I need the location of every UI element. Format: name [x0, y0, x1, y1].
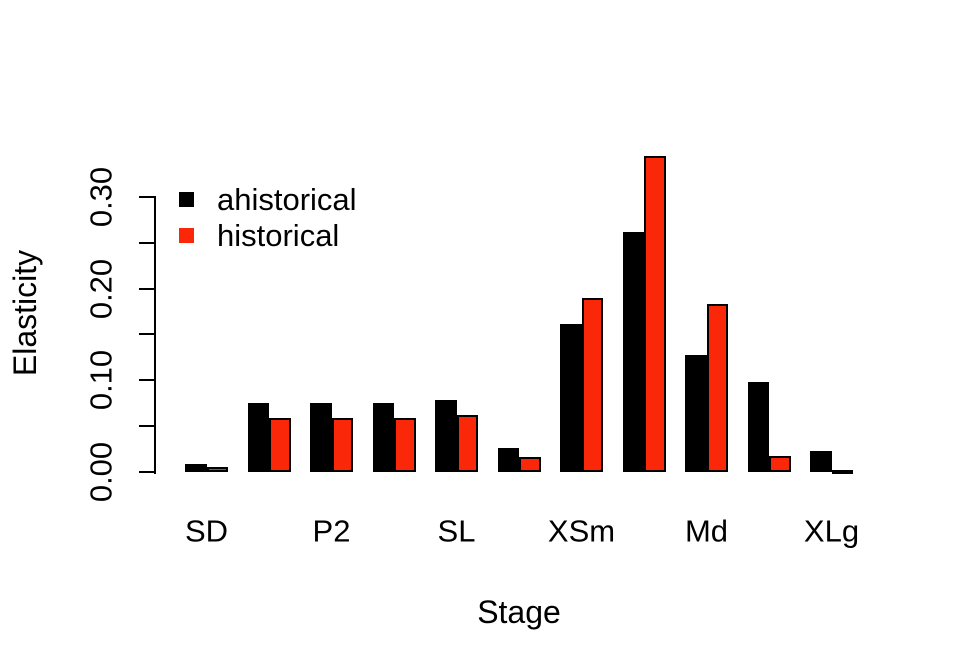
y-tick-label: 0.30 [83, 166, 119, 228]
legend-item-ahistorical: ahistorical [179, 181, 357, 217]
bar-ahistorical-XSm [560, 324, 582, 472]
y-tick-label: 0.10 [83, 350, 119, 411]
legend-label-ahistorical: ahistorical [217, 181, 357, 217]
bar-historical-SD [206, 467, 228, 472]
y-tick [139, 425, 154, 428]
bar-ahistorical-Md [685, 355, 707, 472]
legend: ahistorical historical [179, 181, 357, 253]
bar-historical-P2 [331, 418, 353, 472]
bar-historical-XLg [831, 470, 853, 474]
bar-ahistorical-group8 [622, 232, 644, 472]
x-tick-label-SD: SD [184, 513, 229, 549]
bar-ahistorical-SD [185, 464, 207, 472]
y-axis-title: Elasticity [7, 249, 43, 377]
x-tick-label-P2: P2 [312, 513, 351, 549]
legend-swatch-historical [179, 227, 194, 243]
bar-historical-Md [706, 304, 728, 472]
bar-ahistorical-P2 [310, 403, 332, 472]
bar-ahistorical-SL [435, 400, 457, 472]
bar-historical-group2 [269, 418, 291, 472]
bar-ahistorical-group10 [747, 382, 769, 472]
x-tick-label-XSm: XSm [547, 513, 616, 549]
bar-historical-group4 [394, 418, 416, 472]
y-tick [139, 195, 154, 198]
legend-swatch-ahistorical [179, 191, 194, 207]
y-tick [139, 333, 154, 336]
x-axis-title: Stage [477, 594, 561, 630]
bar-ahistorical-group6 [497, 448, 519, 472]
x-tick-label-SL: SL [437, 513, 476, 549]
x-tick-label-Md: Md [684, 513, 729, 549]
y-tick-label: 0.00 [83, 441, 119, 503]
bar-ahistorical-XLg [810, 451, 832, 472]
y-tick [139, 379, 154, 382]
y-tick [139, 287, 154, 290]
x-tick-label-XLg: XLg [803, 513, 860, 549]
bar-historical-SL [456, 415, 478, 472]
legend-label-historical: historical [217, 217, 340, 253]
y-tick-label: 0.20 [83, 258, 119, 319]
bar-historical-group6 [519, 457, 541, 472]
bar-historical-XSm [581, 298, 603, 472]
y-tick [139, 471, 154, 473]
bar-ahistorical-group4 [372, 403, 394, 472]
bar-historical-group8 [644, 156, 666, 472]
legend-item-historical: historical [179, 217, 357, 253]
bar-historical-group10 [769, 456, 791, 472]
y-tick [139, 241, 154, 244]
y-axis-line [154, 195, 157, 474]
bar-ahistorical-group2 [247, 403, 269, 472]
